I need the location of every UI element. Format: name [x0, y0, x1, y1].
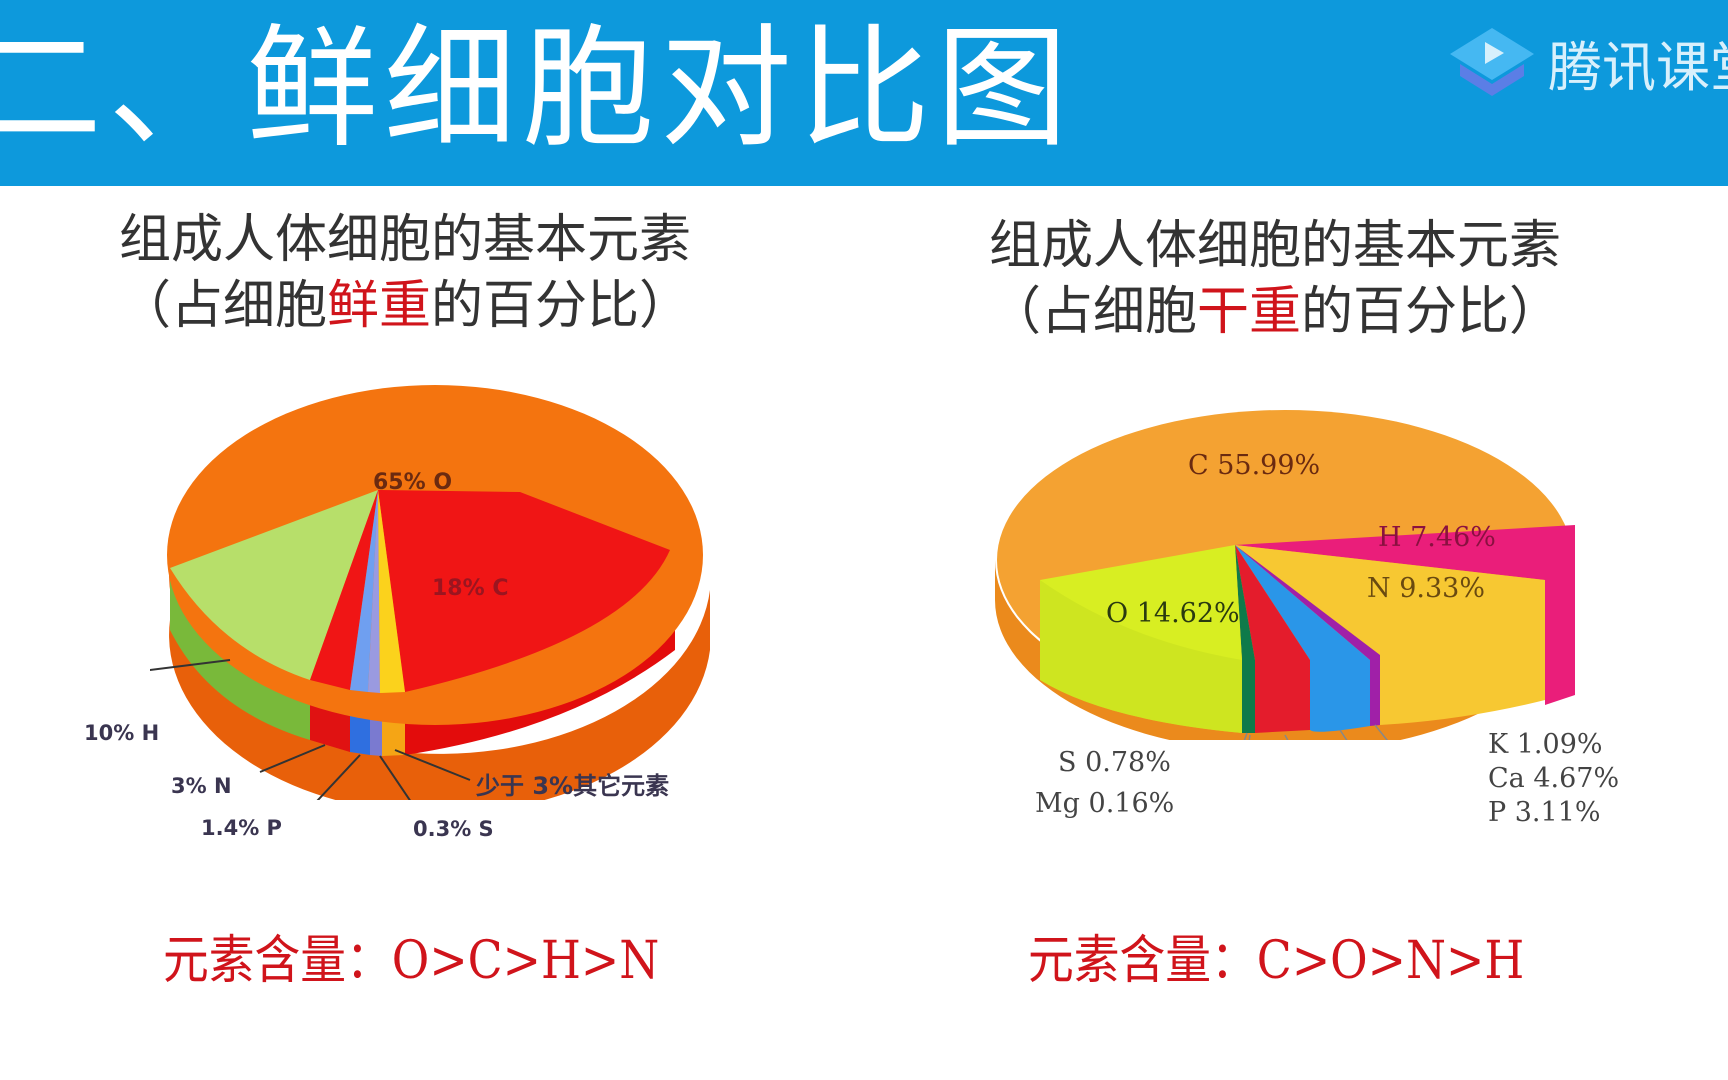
label-fresh-C: 18% C	[432, 576, 509, 601]
brand-logo: 腾讯课堂	[1448, 22, 1728, 102]
right-subtitle-line2: （占细胞干重的百分比）	[965, 279, 1585, 345]
label-dry-O: O 14.62%	[1106, 598, 1240, 629]
left-subtitle-prefix: （占细胞	[118, 276, 327, 336]
label-fresh-P: 1.4% P	[201, 816, 282, 840]
label-fresh-other: 少于 3%其它元素	[476, 772, 670, 800]
right-subtitle-suffix: 的百分比）	[1301, 282, 1562, 342]
fresh-weight-pie-chart	[150, 385, 710, 800]
label-dry-N: N 9.33%	[1367, 573, 1485, 604]
graduation-cap-play-icon	[1450, 28, 1534, 96]
label-dry-H: H 7.46%	[1378, 522, 1496, 553]
page-title: 二、鲜细胞对比图	[0, 12, 1074, 166]
right-subtitle-highlight: 干重	[1196, 282, 1301, 342]
label-fresh-H: 10% H	[84, 721, 160, 745]
label-dry-K: K 1.09%	[1488, 729, 1603, 760]
left-chart-subtitle: 组成人体细胞的基本元素 （占细胞鲜重的百分比）	[95, 207, 715, 339]
label-fresh-O: 65% O	[373, 470, 453, 495]
dry-weight-pie-chart	[995, 410, 1575, 740]
dry-weight-conclusion: 元素含量：C>O>N>H	[1028, 931, 1525, 991]
fresh-weight-conclusion: 元素含量：O>C>H>N	[163, 931, 660, 991]
right-subtitle-line1: 组成人体细胞的基本元素	[988, 216, 1561, 276]
left-subtitle-line1: 组成人体细胞的基本元素	[118, 210, 691, 270]
label-dry-C: C 55.99%	[1188, 450, 1321, 481]
label-dry-S: S 0.78%	[1058, 747, 1171, 778]
label-dry-Mg: Mg 0.16%	[1035, 788, 1175, 819]
label-fresh-N: 3% N	[171, 774, 232, 798]
left-subtitle-highlight: 鲜重	[326, 276, 431, 336]
brand-name: 腾讯课堂	[1548, 35, 1728, 99]
label-dry-Ca: Ca 4.67%	[1488, 763, 1620, 794]
left-subtitle-line2: （占细胞鲜重的百分比）	[95, 273, 715, 339]
label-dry-P: P 3.11%	[1488, 797, 1601, 828]
right-chart-subtitle: 组成人体细胞的基本元素 （占细胞干重的百分比）	[965, 213, 1585, 345]
header-bar: 二、鲜细胞对比图 腾讯课堂	[0, 0, 1728, 186]
label-fresh-S: 0.3% S	[413, 817, 494, 841]
right-subtitle-prefix: （占细胞	[988, 282, 1197, 342]
left-subtitle-suffix: 的百分比）	[431, 276, 692, 336]
